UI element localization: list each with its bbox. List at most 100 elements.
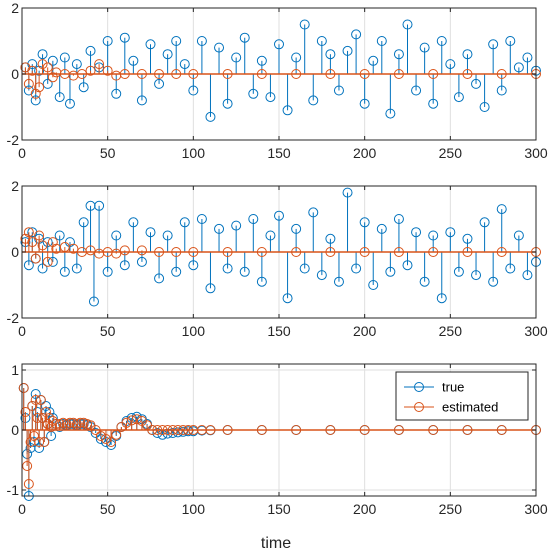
stem-marker [188, 85, 199, 96]
stem-marker [102, 36, 113, 46]
stem-marker [34, 82, 45, 93]
stem-marker [90, 428, 101, 438]
stem-marker [20, 233, 31, 244]
stem-marker [154, 273, 165, 284]
legend-marker [414, 402, 424, 412]
stem-marker [28, 437, 39, 447]
y-tick-label: 2 [11, 178, 19, 194]
stem-marker [136, 256, 147, 267]
stem-marker [42, 237, 53, 248]
stem-marker [291, 223, 302, 234]
stem-marker [47, 256, 58, 267]
stem-marker [23, 78, 34, 89]
stem-marker [462, 49, 473, 60]
stem-marker [256, 276, 267, 287]
x-tick-label: 200 [353, 323, 377, 339]
stem-marker [496, 85, 507, 96]
stem-marker [126, 415, 137, 426]
stem-marker [402, 260, 413, 271]
stem-marker [37, 263, 48, 274]
y-tick-label: 1 [11, 362, 19, 378]
stem-marker [359, 98, 370, 109]
x-tick-label: 100 [182, 501, 206, 517]
stem-marker [359, 217, 370, 228]
stem-marker [18, 383, 29, 393]
stem-marker [106, 437, 117, 447]
stem-marker [152, 428, 163, 438]
stem-marker [368, 55, 379, 66]
stem-marker [325, 49, 336, 60]
stem-marker [351, 29, 362, 40]
stem-marker [27, 59, 38, 70]
stem-marker [411, 227, 422, 238]
stem-marker [37, 413, 48, 423]
stem-marker [111, 88, 122, 99]
x-tick-label: 0 [18, 501, 26, 517]
x-tick-label: 50 [100, 145, 116, 161]
x-tick-label: 150 [267, 145, 291, 161]
x-tick-label: 100 [182, 145, 206, 161]
stem-marker [64, 98, 75, 109]
stem-marker [44, 407, 55, 417]
y-tick-label: -1 [7, 482, 20, 498]
x-tick-label: 250 [439, 323, 463, 339]
stem-marker [42, 78, 53, 89]
stem-marker [488, 39, 499, 50]
axes-middle: 0 50 100 150 200 250 300-202 [7, 178, 548, 339]
stem-marker [385, 108, 396, 119]
stem-marker [419, 276, 430, 287]
stem-marker [513, 230, 524, 241]
stem-marker [34, 437, 45, 447]
stem-marker [188, 260, 199, 271]
stem-marker [32, 413, 43, 423]
stem-marker [471, 270, 482, 281]
stem-marker [119, 245, 130, 256]
stem-marker [47, 55, 58, 66]
stem-marker [154, 78, 165, 89]
stem-marker [68, 243, 79, 254]
stem-marker [445, 227, 456, 238]
stem-marker [42, 62, 53, 73]
stem-marker [274, 39, 284, 50]
legend-marker [414, 382, 424, 392]
x-tick-label: 300 [524, 501, 548, 517]
series-s0 [20, 19, 541, 122]
stem-marker [23, 479, 34, 489]
stem-marker [333, 85, 344, 96]
stem-marker [136, 95, 147, 106]
stem-marker [308, 95, 319, 106]
stem-marker [34, 443, 45, 453]
stem-marker [436, 293, 447, 304]
stem-marker [23, 85, 34, 96]
stem-marker [40, 407, 51, 417]
stem-marker [20, 62, 31, 73]
x-tick-label: 100 [182, 323, 206, 339]
stem-marker [145, 39, 156, 50]
x-tick-label: 0 [18, 145, 26, 161]
stem-marker [94, 59, 105, 70]
stem-marker [47, 72, 58, 83]
stem-marker [136, 245, 147, 256]
x-tick-label: 0 [18, 323, 26, 339]
stem-marker [37, 59, 48, 70]
stem-marker [471, 78, 482, 89]
stem-marker [385, 266, 396, 277]
x-axis-label: time [261, 535, 291, 552]
stem-marker [265, 230, 276, 241]
x-tick-label: 300 [524, 323, 548, 339]
stem-marker [368, 280, 379, 290]
stem-marker [505, 36, 516, 46]
stem-marker [222, 263, 233, 274]
stem-marker [453, 92, 464, 103]
stem-marker [282, 293, 293, 304]
stem-marker [239, 266, 250, 277]
stem-marker [71, 263, 82, 274]
stem-marker [85, 65, 96, 76]
stem-marker [88, 296, 99, 307]
stem-marker [179, 217, 190, 228]
stem-marker [119, 260, 130, 271]
stem-marker [37, 49, 48, 60]
stem-marker [34, 230, 45, 241]
stem-marker [342, 187, 353, 198]
stem-marker [214, 223, 225, 234]
